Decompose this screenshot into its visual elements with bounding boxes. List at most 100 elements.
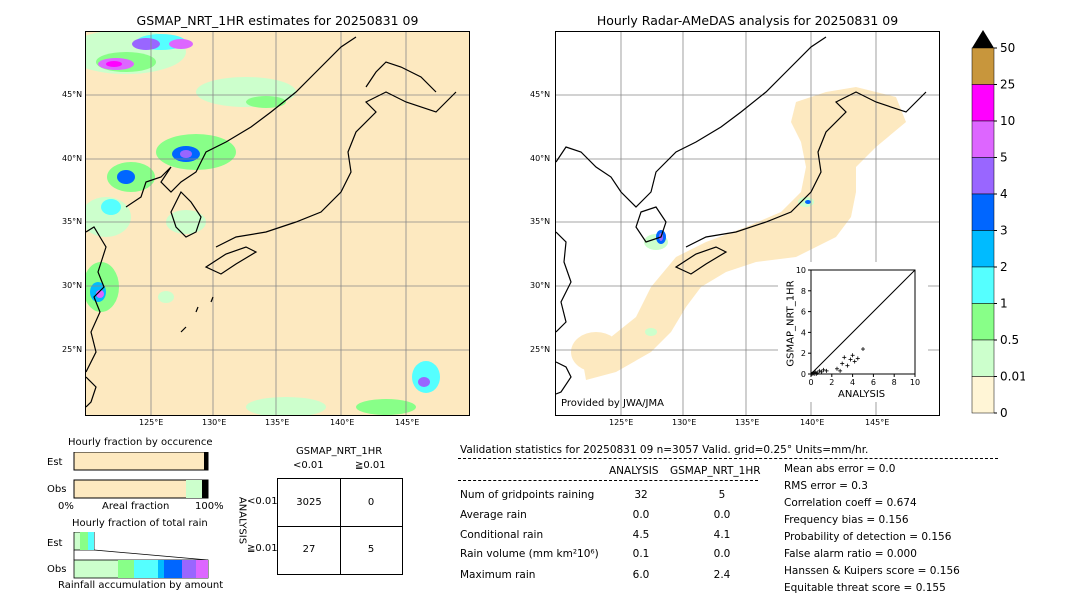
scatter-point — [814, 372, 819, 376]
fraction-occ-obs-label: Obs — [47, 484, 67, 495]
fraction-occ-axis-mid: Areal fraction — [102, 501, 170, 512]
scatter-y-tick-label: 8 — [801, 287, 806, 296]
fraction-total-obs-label: Obs — [47, 564, 67, 575]
colorbar-segment — [971, 376, 995, 414]
left-lat-label-45: 45°N — [62, 90, 83, 99]
colorbar-label: 0.5 — [1000, 333, 1019, 347]
colorbar-label: 1 — [1000, 297, 1008, 311]
fraction-occ-title: Hourly fraction by occurence — [68, 437, 213, 448]
validation-col-analysis: ANALYSIS — [609, 465, 659, 477]
contingency-cell-2: 0 — [367, 497, 375, 508]
colorbar-label: 50 — [1000, 41, 1015, 55]
left-lat-label-25: 25°N — [62, 345, 83, 354]
validation-row-label: Average rain — [460, 509, 527, 521]
colorbar-segment — [971, 157, 995, 195]
validation-row-label: Maximum rain — [460, 569, 536, 581]
colorbar-label: 5 — [1000, 151, 1008, 165]
validation-row-gsmap: 2.4 — [713, 569, 731, 581]
scatter-y-tick-label: 4 — [801, 328, 806, 337]
contingency-row-ge: ≧0.01 — [247, 543, 278, 554]
contingency-cell-4: 5 — [367, 544, 375, 555]
scatter-point — [838, 368, 843, 373]
left-map-title: GSMAP_NRT_1HR estimates for 20250831 09 — [136, 13, 419, 28]
scatter-point — [835, 366, 839, 371]
contingency-table: 3025 0 27 5 — [277, 478, 403, 575]
colorbar-label: 4 — [1000, 187, 1008, 201]
colorbar-segment — [971, 120, 995, 158]
fraction-total-bars — [73, 532, 209, 579]
left-map — [85, 31, 470, 416]
right-map-canvas — [556, 32, 939, 415]
fraction-occ-axis-left: 0% — [58, 501, 74, 512]
scatter-point — [819, 369, 824, 374]
validation-header-rule — [458, 458, 998, 459]
left-lon-label-125: 125°E — [139, 418, 164, 427]
colorbar: 50 25 10 5 4 3 2 1 0.5 0.01 0 — [971, 30, 1025, 418]
scatter-point — [813, 369, 818, 374]
scatter-x-tick-label: 6 — [871, 378, 876, 387]
colorbar-label: 2 — [1000, 260, 1008, 274]
right-map-title: Hourly Radar-AMeDAS analysis for 2025083… — [596, 13, 899, 28]
validation-row-gsmap: 0.0 — [713, 509, 731, 521]
scatter-point — [840, 361, 845, 366]
colorbar-segment — [971, 339, 995, 377]
score-hk: Hanssen & Kuipers score = 0.156 — [784, 565, 960, 577]
scatter-point — [842, 355, 847, 360]
right-lon-label-130: 130°E — [672, 418, 697, 427]
left-rain-patterns — [86, 32, 440, 415]
contingency-row-lt: <0.01 — [247, 496, 278, 507]
right-lon-label-125: 125°E — [609, 418, 634, 427]
left-map-grid — [86, 32, 469, 415]
colorbar-label: 25 — [1000, 78, 1015, 92]
scatter-x-tick-label: 2 — [829, 378, 834, 387]
left-lat-label-30: 30°N — [62, 281, 83, 290]
scatter-x-tick-label: 10 — [910, 378, 920, 387]
left-coastline — [86, 36, 457, 408]
colorbar-segment — [971, 230, 995, 268]
contingency-col-ge: ≧0.01 — [355, 460, 386, 471]
left-lat-label-35: 35°N — [62, 217, 83, 226]
contingency-col-lt: <0.01 — [293, 460, 324, 471]
fraction-total-title: Hourly fraction of total rain — [72, 518, 208, 529]
score-frequency-bias: Frequency bias = 0.156 — [784, 514, 909, 526]
validation-row-label: Rain volume (mm km²10⁶) — [460, 548, 599, 560]
colorbar-segment — [971, 47, 995, 85]
left-lon-label-145: 145°E — [395, 418, 420, 427]
contingency-cell-3: 27 — [302, 544, 316, 555]
validation-row-gsmap: 4.1 — [713, 529, 731, 541]
score-pod: Probability of detection = 0.156 — [784, 531, 952, 543]
validation-col-gsmap: GSMAP_NRT_1HR — [670, 465, 761, 477]
scatter-point — [817, 368, 822, 373]
right-lon-label-140: 140°E — [800, 418, 825, 427]
scatter-y-tick-label: 6 — [801, 308, 806, 317]
validation-col-rule — [458, 480, 758, 481]
scatter-x-tick-label: 0 — [808, 378, 813, 387]
scatter-point — [850, 353, 855, 358]
left-lon-label-135: 135°E — [265, 418, 290, 427]
right-lat-label-35: 35°N — [530, 217, 551, 226]
contingency-cell-1: 3025 — [296, 497, 322, 508]
colorbar-segment — [971, 303, 995, 341]
colorbar-label: 10 — [1000, 114, 1015, 128]
fraction-occ-axis-right: 100% — [195, 501, 224, 512]
right-coastline — [556, 36, 927, 395]
left-map-canvas — [86, 32, 469, 415]
scatter-point — [861, 347, 865, 352]
left-lat-label-40: 40°N — [62, 154, 83, 163]
validation-row-gsmap: 5 — [718, 489, 726, 501]
right-lat-label-30: 30°N — [530, 281, 551, 290]
scatter-x-tick-label: 4 — [850, 378, 855, 387]
scatter-plot: 00 2 2 4 4 6 6 8 8 10 10 — [796, 266, 920, 387]
scatter-x-tick-label: 8 — [892, 378, 897, 387]
validation-row-analysis: 0.1 — [632, 548, 650, 560]
colorbar-extend-arrow — [972, 30, 994, 48]
validation-row-gsmap: 0.0 — [713, 548, 731, 560]
validation-row-analysis: 6.0 — [632, 569, 650, 581]
right-lon-label-135: 135°E — [735, 418, 760, 427]
score-correlation: Correlation coeff = 0.674 — [784, 497, 917, 509]
colorbar-segment — [971, 84, 995, 122]
right-lat-label-25: 25°N — [530, 345, 551, 354]
scatter-point — [848, 357, 853, 362]
scatter-point — [821, 367, 826, 372]
colorbar-label: 0 — [1000, 406, 1008, 418]
